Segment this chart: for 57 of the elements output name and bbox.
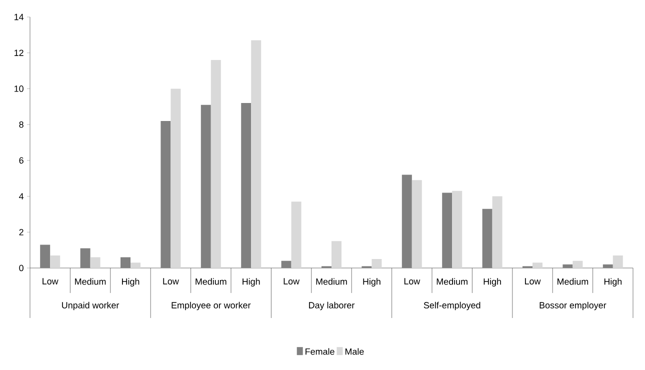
bar: [562, 264, 573, 268]
x-tick-label: Low: [42, 278, 58, 284]
bar: [602, 264, 613, 268]
x-tick-label: Low: [404, 278, 420, 284]
x-tick-label: Low: [525, 278, 541, 284]
y-tick-label: 6: [19, 157, 24, 164]
y-tick-label: 0: [19, 264, 24, 272]
bar: [332, 241, 342, 268]
bar: [170, 88, 181, 268]
y-tick-label: 4: [19, 193, 24, 200]
bar: [291, 202, 302, 268]
x-tick-label: Low: [284, 278, 300, 284]
text: Employee or worker: [172, 302, 251, 310]
x-tick-label: High: [604, 278, 622, 287]
bar: [402, 174, 412, 268]
bar: [120, 257, 130, 268]
bar: [90, 257, 100, 268]
y-tick-label: 14: [14, 14, 24, 20]
bar: [80, 248, 90, 268]
x-tick-label: High: [242, 278, 260, 287]
bar: [210, 60, 221, 268]
x-tick-label: Medium: [196, 278, 226, 285]
bar: [241, 103, 252, 268]
bar: [572, 260, 583, 268]
bar: [200, 104, 211, 268]
x-tick-label: Medium: [557, 278, 588, 285]
bar: [492, 196, 502, 268]
bar: [40, 244, 50, 268]
y-tick-label: 8: [19, 121, 24, 128]
legend-label: Male: [345, 348, 364, 355]
bar: [372, 259, 382, 268]
x-tick-label: High: [484, 278, 501, 287]
x-tick-label: Medium: [316, 278, 347, 285]
bar: [281, 260, 292, 268]
bar: [160, 120, 171, 268]
bar: [412, 180, 422, 268]
x-tick-label: Medium: [436, 278, 468, 285]
text: Day laborer: [309, 302, 355, 310]
x-tick-label: High: [363, 278, 380, 287]
x-tick-label: Low: [163, 278, 179, 284]
text: Self-employed: [424, 302, 480, 310]
bar: [130, 262, 140, 268]
x-tick-label: Medium: [75, 278, 106, 285]
bar: [532, 262, 543, 268]
text: Bossor employer: [540, 302, 606, 310]
y-tick-label: 2: [19, 229, 24, 236]
y-tick-label: 12: [14, 50, 24, 56]
bar: [612, 255, 623, 268]
y-tick-label: 10: [14, 86, 24, 92]
bar: [442, 192, 452, 268]
bar: [452, 190, 462, 268]
bar: [251, 40, 262, 268]
x-tick-label: High: [122, 278, 140, 287]
bar: [50, 255, 60, 268]
bar: [482, 208, 492, 268]
legend-label: Female: [306, 348, 334, 355]
text: Unpaid worker: [62, 302, 120, 310]
